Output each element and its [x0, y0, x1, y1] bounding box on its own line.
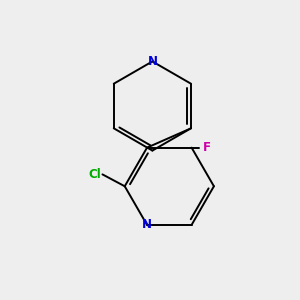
Text: N: N: [147, 55, 158, 68]
Text: F: F: [203, 141, 211, 154]
Text: N: N: [142, 218, 152, 231]
Text: Cl: Cl: [88, 168, 101, 181]
